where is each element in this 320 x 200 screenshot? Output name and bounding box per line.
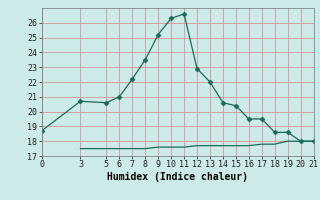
X-axis label: Humidex (Indice chaleur): Humidex (Indice chaleur): [107, 172, 248, 182]
